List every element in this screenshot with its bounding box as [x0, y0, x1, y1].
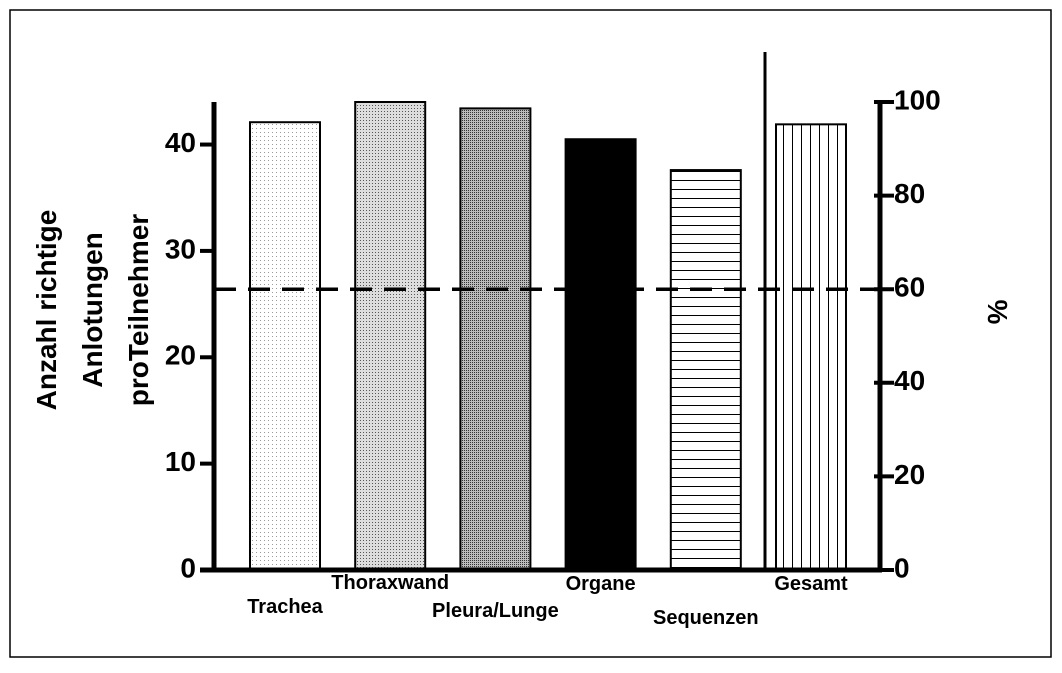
x-tick-label: Organe — [566, 573, 636, 595]
y2-tick-label: 20 — [894, 459, 925, 490]
bar — [459, 107, 532, 572]
y-tick-label: 30 — [165, 233, 196, 264]
y-axis-label: Anlotungen — [77, 232, 108, 388]
x-tick-label: Thoraxwand — [331, 572, 449, 594]
frame — [9, 9, 1052, 658]
y2-tick-label: 60 — [894, 272, 925, 303]
x-tick-label: Trachea — [247, 596, 323, 618]
y-tick-label: 20 — [165, 340, 196, 371]
bar — [775, 123, 847, 571]
bar — [564, 138, 637, 572]
bar — [249, 121, 321, 572]
bar — [354, 101, 427, 571]
y-tick-label: 10 — [165, 446, 196, 477]
y2-tick-label: 0 — [894, 552, 910, 583]
y2-tick-label: 100 — [894, 84, 941, 115]
y-tick-label: 0 — [180, 552, 196, 583]
y-axis-label: proTeilnehmer — [123, 214, 154, 407]
y2-tick-label: 40 — [894, 365, 925, 396]
x-tick-label: Gesamt — [774, 573, 848, 595]
x-tick-label: Pleura/Lunge — [432, 600, 559, 622]
y2-axis-label: % — [982, 300, 1013, 325]
y-tick-label: 40 — [165, 127, 196, 158]
bar — [669, 169, 742, 571]
x-tick-label: Sequenzen — [653, 607, 759, 629]
y2-tick-label: 80 — [894, 178, 925, 209]
y-axis-label: Anzahl richtige — [31, 210, 62, 411]
